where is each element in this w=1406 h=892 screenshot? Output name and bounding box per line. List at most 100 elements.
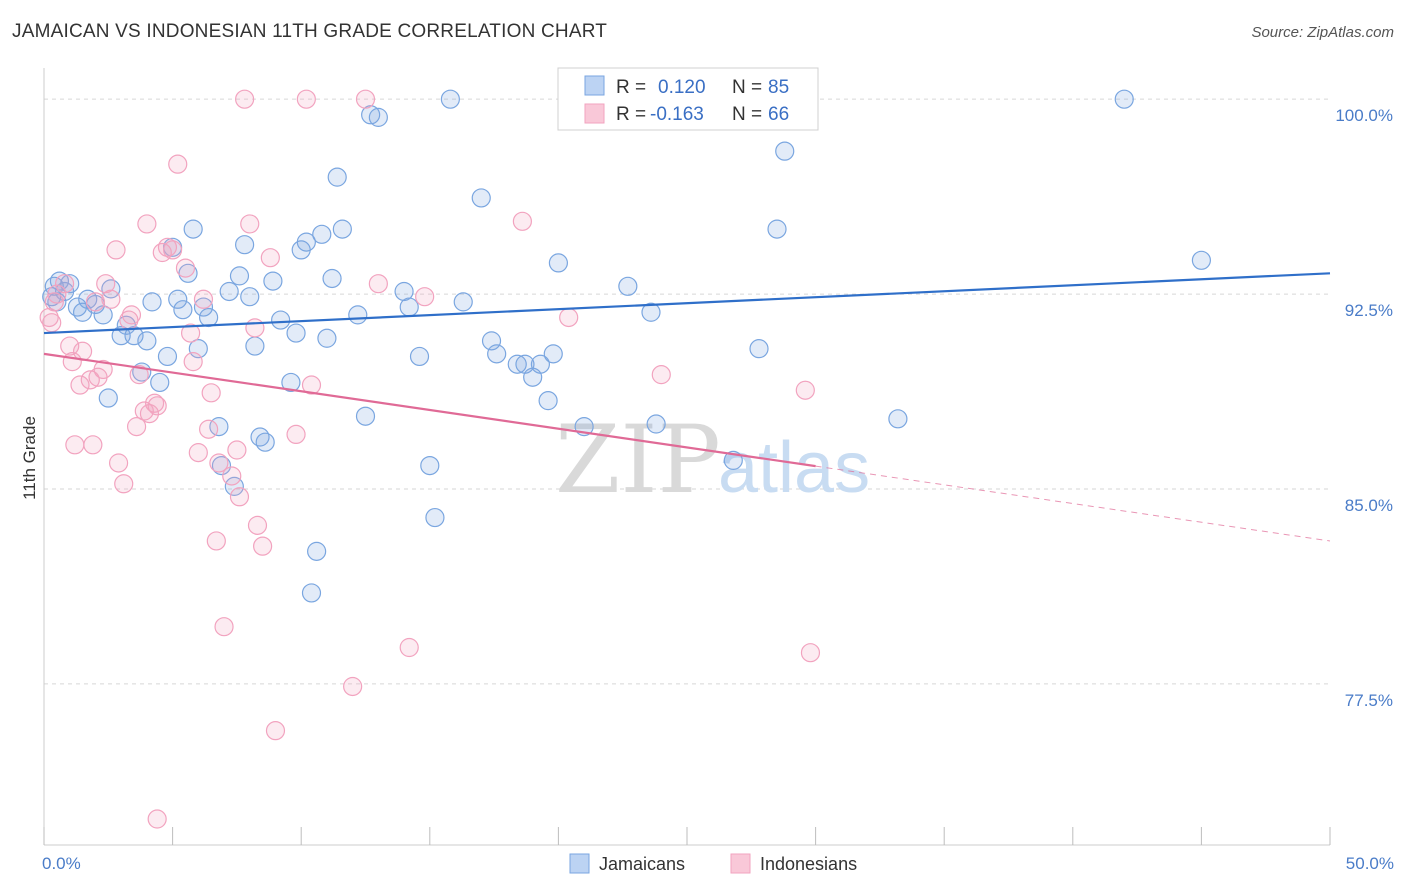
indonesian-point [39, 307, 59, 328]
watermark: ZIP atlas [555, 406, 870, 515]
indonesian-point [175, 258, 196, 278]
indonesian-point [168, 154, 188, 174]
indonesian-point [296, 89, 316, 109]
x-tick-label: 50.0% [1346, 854, 1394, 873]
series-swatch-indonesians [730, 853, 751, 874]
indonesian-point [163, 240, 183, 260]
jamaican-point [211, 455, 232, 476]
jamaican-point [322, 268, 342, 289]
legend-r-label: R = [616, 104, 646, 125]
watermark-atlas: atlas [718, 428, 870, 508]
indonesian-point [147, 396, 167, 416]
jamaican-point [178, 263, 198, 283]
indonesian-point [253, 536, 273, 556]
indonesian-point [54, 274, 75, 294]
legend-n-label: N = [732, 77, 762, 98]
indonesian-point [201, 383, 221, 403]
indonesian-point [108, 453, 129, 473]
indonesian-point [286, 424, 306, 445]
indonesian-point [44, 292, 64, 312]
indonesian-point [209, 453, 229, 473]
jamaican-point [543, 344, 563, 364]
indonesian-point [206, 531, 226, 551]
jamaican-point [142, 292, 162, 312]
jamaican-point [618, 276, 638, 296]
jamaican-point [327, 167, 347, 187]
jamaican-point [137, 331, 157, 351]
indonesian-point [42, 313, 62, 333]
jamaican-point [312, 224, 332, 244]
indonesian-point [47, 284, 67, 304]
indonesian-point [265, 721, 286, 741]
jamaican-point [507, 354, 527, 374]
indonesian-point [114, 474, 134, 494]
jamaican-point [235, 235, 255, 255]
indonesian-point [83, 435, 103, 455]
jamaican-point [229, 266, 250, 286]
jamaican-point [1114, 89, 1134, 109]
jamaican-point [219, 281, 239, 302]
legend: R = 0.120 N = 85 R = -0.163 N = 66 [557, 67, 819, 131]
jamaican-point [538, 391, 558, 411]
indonesian-trend-line [43, 352, 816, 468]
indonesian-point [301, 375, 322, 395]
indonesian-point [137, 214, 157, 234]
indonesian-point [199, 419, 219, 439]
y-tick-label: 85.0% [1345, 496, 1393, 515]
jamaican-point [271, 310, 291, 330]
indonesian-point [183, 352, 203, 372]
jamaican-point [301, 583, 322, 603]
indonesian-point [60, 336, 80, 356]
indonesian-point [368, 274, 388, 294]
indonesian-point [214, 617, 234, 637]
jamaican-point [307, 541, 327, 561]
legend-swatch-jamaicans [584, 75, 605, 96]
jamaican-point [240, 287, 260, 307]
jamaican-point [183, 219, 203, 239]
indonesian-trend-line-extension [815, 465, 1331, 542]
indonesian-point [80, 370, 100, 390]
trend-lines [43, 272, 1331, 542]
series-swatch-jamaicans [569, 853, 590, 874]
legend-r-value: -0.163 [650, 104, 704, 125]
indonesian-point [240, 214, 260, 234]
indonesian-point [222, 466, 242, 486]
indonesian-point [800, 643, 821, 663]
jamaican-point [888, 409, 908, 429]
indonesian-point [651, 365, 671, 385]
jamaican-point [98, 388, 118, 408]
indonesian-point [193, 289, 214, 309]
series-label-indonesians: Indonesians [760, 854, 857, 874]
y-axis-label: 11th Grade [20, 416, 39, 500]
jamaican-trend-line [43, 272, 1331, 335]
data-points [39, 89, 1212, 829]
legend-n-value: 66 [768, 104, 789, 125]
indonesian-point [106, 240, 126, 260]
jamaican-point [775, 141, 795, 161]
indonesian-point [343, 676, 363, 697]
indonesian-point [260, 248, 280, 268]
jamaican-point [245, 336, 265, 356]
jamaican-point [286, 323, 306, 343]
jamaican-point [173, 300, 193, 320]
jamaican-point [101, 279, 121, 299]
indonesian-point [129, 365, 149, 385]
axes [43, 68, 1331, 846]
indonesian-point [795, 380, 815, 400]
indonesian-point [70, 375, 90, 395]
watermark-zip: ZIP [555, 406, 721, 515]
y-tick-label: 92.5% [1345, 301, 1393, 320]
gridlines [44, 98, 1330, 685]
indonesian-point [85, 292, 106, 312]
indonesian-point [65, 435, 85, 455]
indonesian-point [96, 274, 116, 294]
jamaican-point [348, 305, 368, 325]
indonesian-point [93, 359, 113, 380]
indonesian-point [101, 289, 121, 309]
jamaican-point [317, 328, 337, 348]
jamaican-point [157, 346, 178, 367]
jamaican-point [749, 339, 769, 359]
jamaican-point [530, 354, 550, 374]
jamaican-point [440, 89, 460, 109]
